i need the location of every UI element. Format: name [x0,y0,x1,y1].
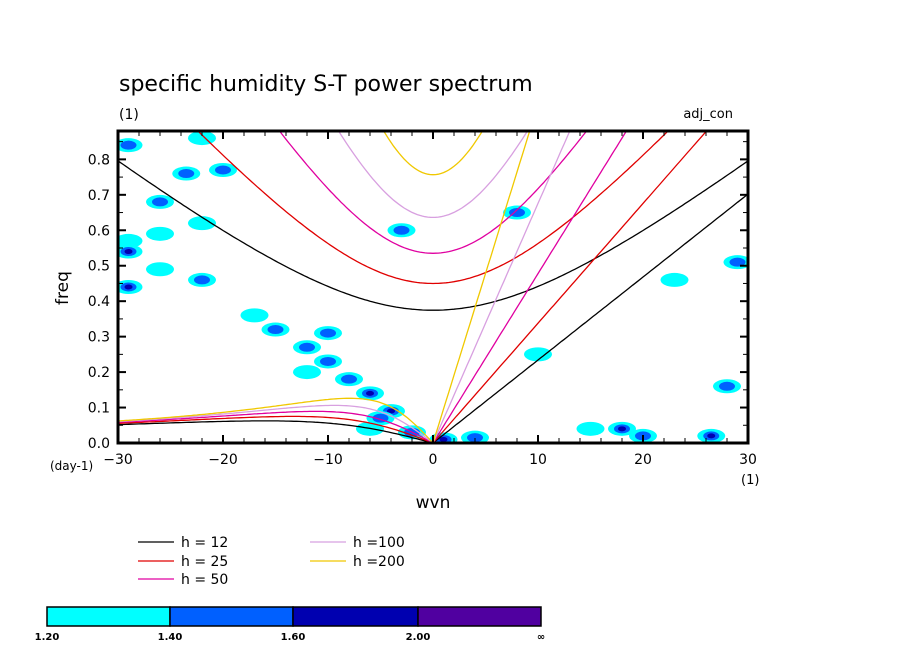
contour-blob-inner [719,381,735,391]
rossby-curve [118,397,434,443]
contour-fill-layer [118,131,748,443]
legend-label: h =200 [353,554,405,570]
contour-blob-inner [729,257,746,267]
y-tick-label: 0.4 [88,294,110,310]
chart-title: specific humidity S-T power spectrum [119,72,533,97]
contour-blob-inner [152,197,168,207]
contour-blob-core [124,249,133,255]
x-tick-label: −30 [103,452,133,468]
y-tick-label: 0.5 [88,259,110,275]
kelvin-curve [432,131,708,443]
contour-blob-core [618,426,626,432]
kelvin-curve [432,131,628,443]
colorbar-label: ∞ [537,632,545,643]
inertia-gravity-curve [278,131,588,254]
x-tick-label: 0 [429,452,438,468]
x-tick-label: 20 [634,452,652,468]
colorbar-bin [417,606,542,627]
y-tick-label: 0.7 [88,188,110,204]
contour-blob-inner [178,169,195,179]
contour-blob [293,365,321,380]
contour-blob-inner [267,325,284,335]
contour-blob-inner [509,208,525,218]
x-axis: −30 −20 −10 0 10 20 30 [103,131,757,468]
rossby-curve [118,420,434,443]
subtitle-left: (1) [119,107,139,123]
y-tick-label: 0.3 [88,330,110,346]
x-tick-label: 30 [739,452,757,468]
colorbar-label: 1.60 [281,632,306,643]
rossby-curve [118,410,434,443]
contour-blob [188,216,216,231]
contour-blob-core [387,408,395,414]
contour-blob-core [366,390,374,396]
contour-blob-inner [320,328,336,338]
x-axis-label: wvn [416,493,451,513]
contour-blob-inner [120,140,137,150]
contour-blob-inner [467,433,483,443]
dispersion-curves-layer [118,131,748,443]
x-tick-label: 10 [529,452,547,468]
contour-blob [660,272,689,287]
inertia-gravity-curve [197,131,669,285]
contour-blob-inner [299,342,315,352]
y-tick-label: 0.6 [88,223,110,239]
contour-blob [146,262,174,277]
subtitle-right: adj_con [683,107,733,122]
contour-blob [576,421,605,436]
legend-label: h = 25 [181,554,228,570]
colorbar-label: 1.40 [158,632,183,643]
contour-blob-core [439,436,448,442]
legend-label: h =100 [353,535,405,551]
contour-blob [524,347,552,362]
kelvin-curve [432,193,748,443]
contour-blob-core [124,284,133,290]
y-tick-label: 0.8 [88,152,110,168]
x-tick-label: −10 [313,452,343,468]
contour-blob-inner [320,356,336,366]
inertia-gravity-curve [382,131,484,176]
rossby-curve [118,415,434,443]
inertia-gravity-curve [337,131,529,219]
contour-blob [146,226,174,241]
contour-blob-core [707,433,716,439]
colorbar-bin [169,606,294,627]
legend: h = 12 h = 25 h = 50 h =100 h =200 [138,535,405,588]
y-axis-label: freq [53,271,73,305]
colorbar: 1.20 1.40 1.60 2.00 ∞ [35,606,545,643]
colorbar-label: 1.20 [35,632,60,643]
y-tick-label: 0.0 [88,436,110,452]
rossby-curve [118,404,434,443]
plot-frame [116,129,750,445]
contour-blob [240,308,269,323]
colorbar-bin [46,606,171,627]
inertia-gravity-curve [118,160,748,311]
contour-blob-inner [393,225,410,235]
y-unit-label: (day-1) [50,459,93,473]
contour-blob-inner [194,275,210,285]
x-unit-label: (1) [741,473,759,488]
y-tick-label: 0.1 [88,401,110,417]
colorbar-bin [292,606,419,627]
y-axis: 0.0 0.1 0.2 0.3 0.4 0.5 0.6 0.7 0.8 [88,141,748,452]
legend-label: h = 12 [181,535,228,551]
x-tick-label: −20 [208,452,238,468]
colorbar-label: 2.00 [406,632,431,643]
kelvin-curve [432,131,531,443]
contour-blob-inner [341,374,357,384]
contour-blob-inner [215,165,231,175]
y-tick-label: 0.2 [88,365,110,381]
kelvin-curve [432,131,571,443]
contour-blob [118,233,143,248]
legend-label: h = 50 [181,572,228,588]
